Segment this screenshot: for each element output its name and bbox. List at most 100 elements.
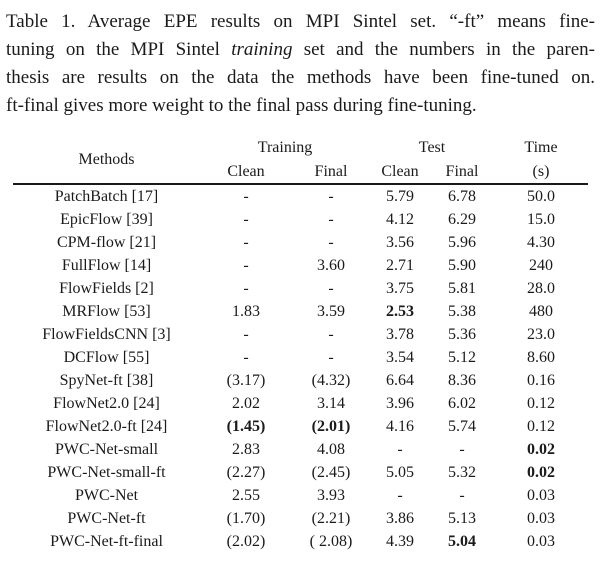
method-name: FullFlow [14] (61, 257, 152, 274)
value-cell: ( 2.08) (309, 533, 353, 550)
table-row: PWC-Net 2.55 3.93 - - 0.03 (13, 484, 588, 507)
header-training-final: Final (292, 159, 370, 185)
value-cell: 4.12 (386, 211, 414, 228)
value-cell: 0.02 (494, 438, 588, 461)
header-methods: Methods (13, 136, 200, 185)
table-row: PWC-Net-ft-final (2.02) ( 2.08) 4.39 5.04 0.0… (13, 530, 588, 553)
value-cell: 0.02 (494, 461, 588, 484)
value-cell: - (459, 487, 465, 504)
value-cell: (2.27) (226, 464, 266, 481)
value-text: 0.02 (527, 441, 555, 458)
value-cell: 5.05 (386, 464, 414, 481)
table-row: PWC-Net-ft (1.70) (2.21) 3.86 5.13 0.03 (13, 507, 588, 530)
value-cell: 4.30 (527, 234, 555, 251)
value-cell: 5.96 (448, 234, 476, 251)
table-body: PatchBatch [17] - - 5.79 6.78 50.0 EpicFlow [3… (13, 184, 588, 553)
header-training-clean: Clean (200, 159, 292, 185)
caption-line-2-italic-word: training (231, 39, 293, 60)
value-cell: - (459, 441, 465, 458)
value-cell: - (243, 280, 249, 297)
value-cell: 480 (529, 303, 553, 320)
value-cell: 15.0 (527, 211, 555, 228)
table-row: FlowFieldsCNN [3] - - 3.78 5.36 23.0 (13, 323, 588, 346)
value-cell: (2.01) (292, 415, 370, 438)
value-text: 5.04 (448, 533, 476, 550)
value-cell: (3.17) (226, 372, 266, 389)
value-cell: 5.81 (448, 280, 476, 297)
value-cell: 2.02 (232, 395, 260, 412)
value-cell: - (328, 211, 334, 228)
value-cell: 0.12 (527, 395, 555, 412)
value-cell: 0.16 (527, 372, 555, 389)
value-cell: 6.29 (448, 211, 476, 228)
method-name: PWC-Net-ft (67, 510, 146, 527)
method-name: CPM-flow [21] (56, 234, 157, 251)
table-row: FlowNet2.0 [24] 2.02 3.14 3.96 6.02 0.12 (13, 392, 588, 415)
value-cell: 23.0 (527, 326, 555, 343)
table-row: PWC-Net-small-ft (2.27) (2.45) 5.05 5.32 0.02 (13, 461, 588, 484)
value-cell: 5.79 (386, 188, 414, 205)
value-cell: (2.45) (311, 464, 351, 481)
value-cell: 0.12 (527, 418, 555, 435)
value-text: (2.01) (311, 418, 351, 435)
method-name: PWC-Net-small (54, 441, 159, 458)
value-cell: - (397, 487, 403, 504)
table-row: EpicFlow [39] - - 4.12 6.29 15.0 (13, 208, 588, 231)
table-row: DCFlow [55] - - 3.54 5.12 8.60 (13, 346, 588, 369)
value-cell: 3.96 (386, 395, 414, 412)
method-name: FlowNet2.0 [24] (53, 395, 160, 412)
header-time-unit: (s) (494, 159, 588, 185)
value-cell: - (243, 234, 249, 251)
table-row: CPM-flow [21] - - 3.56 5.96 4.30 (13, 231, 588, 254)
value-cell: 5.13 (448, 510, 476, 527)
value-cell: 2.55 (232, 487, 260, 504)
value-cell: 5.12 (448, 349, 476, 366)
value-cell: 3.14 (317, 395, 345, 412)
header-group-row: Methods Training Test Time (13, 136, 588, 185)
value-cell: - (328, 280, 334, 297)
value-cell: 0.03 (527, 533, 555, 550)
value-cell: 3.75 (386, 280, 414, 297)
value-cell: - (328, 326, 334, 343)
value-cell: 6.64 (386, 372, 414, 389)
value-cell: - (243, 257, 249, 274)
value-cell: 3.59 (317, 303, 345, 320)
value-cell: 3.78 (386, 326, 414, 343)
value-cell: (1.70) (226, 510, 266, 527)
header-time: Time (524, 139, 558, 156)
value-text: 2.53 (386, 303, 414, 320)
table-row: PWC-Net-small 2.83 4.08 - - 0.02 (13, 438, 588, 461)
header-test-clean: Clean (370, 159, 430, 185)
caption-line-2-post: set and the numbers in the paren- (292, 39, 595, 60)
caption-line-2: tuning on the MPI Sintel training set an… (6, 36, 595, 64)
table-row: SpyNet-ft [38] (3.17) (4.32) 6.64 8.36 0.16 (13, 369, 588, 392)
value-cell: 3.60 (317, 257, 345, 274)
method-name: FlowNet2.0-ft [24] (45, 418, 168, 435)
value-cell: - (328, 234, 334, 251)
value-cell: - (243, 211, 249, 228)
value-cell: 28.0 (527, 280, 555, 297)
value-cell: 2.71 (386, 257, 414, 274)
value-cell: - (328, 349, 334, 366)
value-cell: 3.86 (386, 510, 414, 527)
value-cell: 5.36 (448, 326, 476, 343)
value-cell: 6.02 (448, 395, 476, 412)
value-cell: 5.04 (430, 530, 494, 553)
method-name: DCFlow [55] (63, 349, 150, 366)
table-header: Methods Training Test Time Clean Final C… (13, 136, 588, 185)
table-row: PatchBatch [17] - - 5.79 6.78 50.0 (13, 184, 588, 208)
caption-line-1: Table 1. Average EPE results on MPI Sint… (6, 11, 595, 32)
value-cell: 4.08 (317, 441, 345, 458)
method-name: PatchBatch [17] (54, 188, 159, 205)
value-cell: 5.74 (448, 418, 476, 435)
table-caption: Table 1. Average EPE results on MPI Sint… (6, 0, 595, 120)
value-cell: 2.83 (232, 441, 260, 458)
method-name: PWC-Net-ft-final (50, 533, 163, 550)
table-row: FlowNet2.0-ft [24] (1.45) (2.01) 4.16 5.74 0.… (13, 415, 588, 438)
caption-line-2-pre: tuning on the MPI Sintel (6, 39, 232, 60)
value-cell: 240 (529, 257, 553, 274)
value-cell: - (243, 188, 249, 205)
value-cell: 8.36 (448, 372, 476, 389)
caption-line-4: ft-final gives more weight to the final … (6, 95, 477, 116)
value-cell: (1.45) (200, 415, 292, 438)
